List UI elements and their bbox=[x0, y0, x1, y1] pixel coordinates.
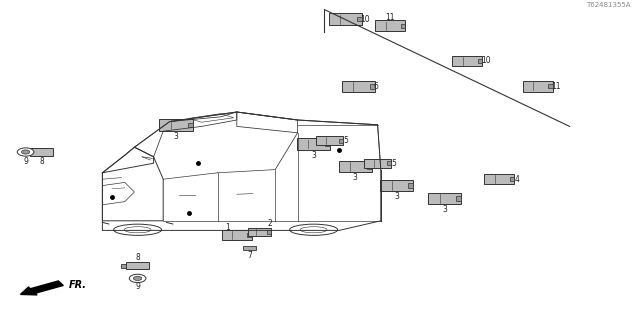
Bar bbox=[548, 84, 552, 88]
Text: 4: 4 bbox=[515, 175, 520, 184]
Bar bbox=[376, 20, 405, 31]
Bar bbox=[401, 24, 405, 28]
Text: 8: 8 bbox=[39, 157, 44, 166]
Bar bbox=[452, 56, 482, 66]
Bar bbox=[329, 13, 362, 25]
Text: 8: 8 bbox=[135, 253, 140, 262]
Text: 10: 10 bbox=[481, 56, 492, 65]
Text: 11: 11 bbox=[551, 82, 560, 91]
Text: 5: 5 bbox=[343, 136, 348, 145]
Text: 2: 2 bbox=[267, 220, 272, 228]
Text: 3: 3 bbox=[394, 192, 399, 201]
Text: 5: 5 bbox=[391, 159, 396, 168]
Text: 11: 11 bbox=[386, 13, 395, 22]
Bar bbox=[30, 148, 53, 156]
Text: 3: 3 bbox=[353, 173, 358, 182]
Text: 3: 3 bbox=[442, 205, 447, 214]
Circle shape bbox=[17, 148, 34, 156]
Bar bbox=[159, 119, 193, 131]
Bar bbox=[364, 159, 391, 168]
Bar bbox=[367, 164, 372, 169]
Bar bbox=[370, 84, 375, 89]
Bar bbox=[188, 123, 193, 127]
Text: 1: 1 bbox=[225, 223, 230, 232]
Text: 10: 10 bbox=[360, 15, 370, 24]
Bar bbox=[247, 233, 252, 237]
Bar bbox=[408, 183, 413, 188]
Circle shape bbox=[22, 150, 30, 154]
Bar bbox=[248, 228, 271, 236]
Text: FR.: FR. bbox=[68, 280, 86, 290]
Text: 3: 3 bbox=[311, 151, 316, 160]
Bar bbox=[456, 196, 461, 201]
Text: 6: 6 bbox=[374, 82, 379, 91]
Circle shape bbox=[129, 274, 146, 283]
Bar bbox=[297, 138, 330, 150]
Text: 9: 9 bbox=[23, 157, 28, 166]
Bar bbox=[339, 139, 343, 143]
Bar bbox=[380, 180, 413, 191]
Bar bbox=[316, 136, 343, 145]
FancyArrow shape bbox=[20, 281, 63, 295]
Bar bbox=[342, 81, 375, 92]
Bar bbox=[268, 230, 271, 234]
Bar bbox=[509, 177, 514, 181]
Bar bbox=[387, 161, 391, 165]
Bar bbox=[523, 81, 552, 92]
Bar bbox=[339, 161, 372, 172]
Bar bbox=[477, 59, 482, 63]
Text: 3: 3 bbox=[173, 132, 179, 140]
Bar bbox=[26, 150, 30, 154]
Bar bbox=[484, 174, 514, 184]
Bar bbox=[222, 230, 252, 240]
Text: 9: 9 bbox=[135, 282, 140, 291]
Bar bbox=[428, 193, 461, 204]
Text: 7: 7 bbox=[247, 252, 252, 260]
Bar bbox=[325, 142, 330, 146]
Bar bbox=[357, 17, 362, 21]
Bar bbox=[122, 264, 126, 268]
Text: T62481355A: T62481355A bbox=[586, 2, 630, 8]
Circle shape bbox=[134, 276, 142, 280]
Bar bbox=[243, 246, 256, 250]
Bar bbox=[126, 262, 149, 269]
